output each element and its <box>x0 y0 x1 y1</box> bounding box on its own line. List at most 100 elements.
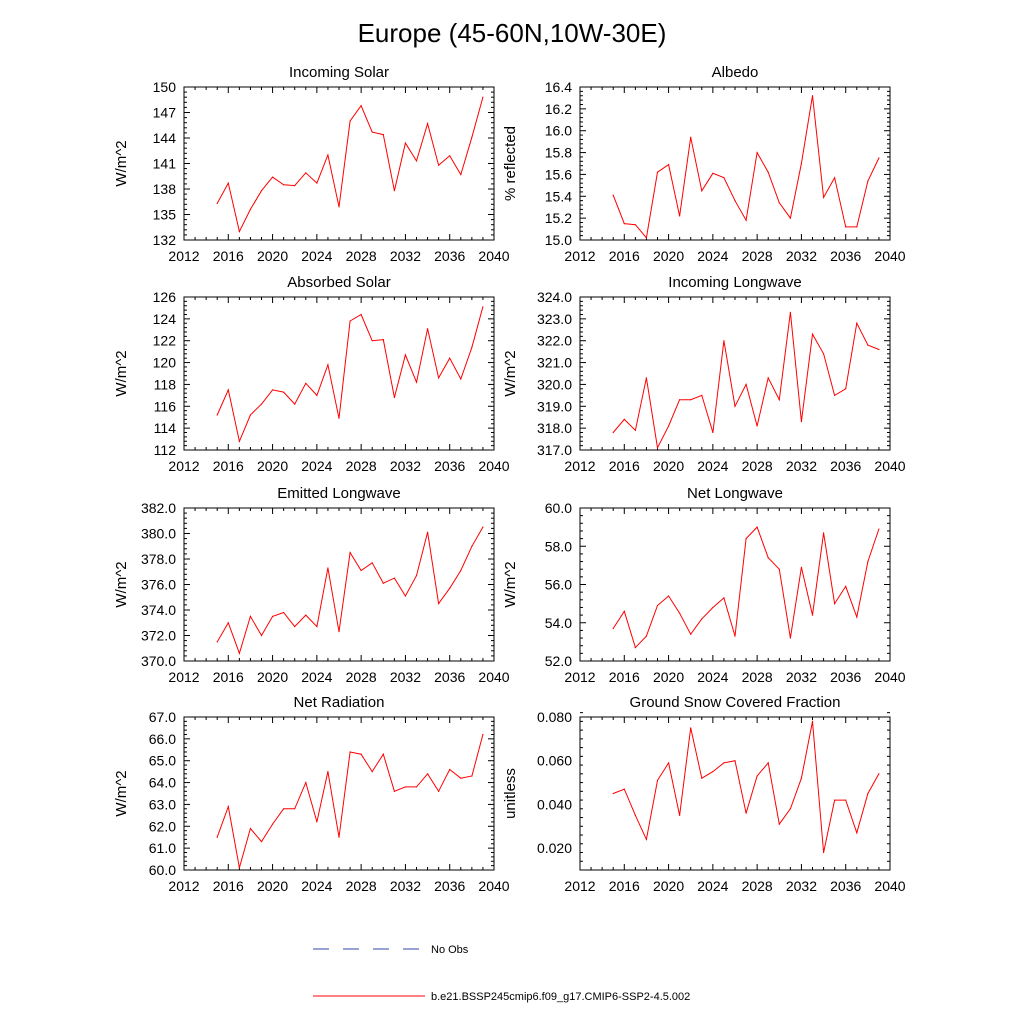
y-tick-label: 66.0 <box>149 731 176 747</box>
data-point <box>371 340 373 342</box>
plot-frame <box>579 296 891 451</box>
y-tick-label: 382.0 <box>141 500 176 516</box>
y-tick-label: 150 <box>153 79 177 95</box>
x-tick-label: 2040 <box>874 669 905 685</box>
data-point <box>249 827 252 830</box>
data-point <box>778 823 780 825</box>
x-tick-label: 2032 <box>390 669 421 685</box>
data-point <box>316 394 318 396</box>
data-point <box>667 163 670 166</box>
y-tick-label: 132 <box>153 232 177 248</box>
data-point <box>460 569 462 572</box>
plot-frame <box>183 716 495 871</box>
x-tick-label: 2024 <box>697 458 728 474</box>
data-point <box>612 792 614 795</box>
panel-incoming-solar: 2012 2016 2020 2024 2028 2032 2036 2040 132 135 13… <box>113 64 510 264</box>
x-tick-label: 2016 <box>213 458 244 474</box>
data-point <box>789 637 791 639</box>
x-tick-label: 2012 <box>564 878 595 894</box>
data-point <box>623 788 625 790</box>
x-tick-label: 2024 <box>301 878 332 894</box>
panel-incoming-longwave: 2012 2016 2020 2024 2028 2032 2036 2040 317.0 318… <box>502 274 906 474</box>
data-point <box>238 440 240 442</box>
data-point <box>656 171 659 173</box>
data-point <box>327 771 329 773</box>
data-point <box>438 164 440 166</box>
panel-title: Absorbed Solar <box>287 274 390 291</box>
data-point <box>360 753 362 755</box>
x-tick-label: 2028 <box>742 878 773 894</box>
data-point <box>867 344 869 346</box>
data-point <box>867 560 869 563</box>
x-tick-label: 2020 <box>257 878 288 894</box>
data-point <box>667 595 670 597</box>
data-point <box>449 587 451 589</box>
data-point <box>778 202 780 204</box>
panel-title: Incoming Solar <box>289 64 389 81</box>
x-tick-label: 2016 <box>609 248 640 264</box>
series-line <box>612 526 880 649</box>
data-point <box>712 172 714 174</box>
data-point <box>294 403 296 405</box>
data-point <box>482 733 484 736</box>
data-point <box>238 867 240 869</box>
data-point <box>734 760 736 762</box>
data-point <box>460 378 462 380</box>
data-point <box>382 582 384 584</box>
data-point <box>634 814 636 816</box>
series-line <box>612 95 880 239</box>
x-tick-label: 2012 <box>168 878 199 894</box>
data-point <box>645 377 648 379</box>
y-axis-label: W/m^2 <box>502 561 519 607</box>
y-tick-label: 378.0 <box>141 551 176 567</box>
legend-item-model: b.e21.BSSP245cmip6.f09_g17.CMIP6-SSP2-4.… <box>313 991 690 1003</box>
legend-label-no-obs: No Obs <box>431 944 469 956</box>
data-point <box>745 219 747 221</box>
y-tick-label: 15.6 <box>545 166 572 182</box>
data-point <box>371 131 373 133</box>
y-tick-label: 114 <box>154 420 177 436</box>
data-point <box>338 206 340 208</box>
panel-title: Incoming Longwave <box>668 274 801 291</box>
data-point <box>701 190 703 192</box>
x-tick-label: 2032 <box>786 878 817 894</box>
data-point <box>227 622 229 624</box>
y-tick-label: 0.080 <box>537 709 572 725</box>
y-tick-label: 67.0 <box>149 709 176 725</box>
data-point <box>271 823 274 825</box>
data-point <box>745 383 747 386</box>
data-point <box>316 182 318 184</box>
data-point <box>404 786 407 788</box>
y-tick-label: 16.0 <box>545 123 572 139</box>
data-point <box>778 399 780 401</box>
x-tick-label: 2036 <box>830 669 861 685</box>
panel-title: Emitted Longwave <box>277 485 400 502</box>
data-point <box>834 394 836 396</box>
y-tick-label: 135 <box>153 207 177 223</box>
panel-title: Albedo <box>712 64 759 81</box>
y-tick-label: 120 <box>153 355 177 371</box>
data-point <box>679 814 681 816</box>
data-point <box>767 557 769 559</box>
data-point <box>471 346 473 348</box>
data-point <box>349 751 351 753</box>
x-tick-label: 2016 <box>213 248 244 264</box>
x-tick-label: 2012 <box>168 248 199 264</box>
panel-net-radiation: 2012 2016 2020 2024 2028 2032 2036 2040 60.0 61.0… <box>113 694 510 894</box>
data-point <box>767 762 769 764</box>
data-point <box>460 777 462 779</box>
x-tick-label: 2036 <box>830 248 861 264</box>
x-tick-label: 2012 <box>564 458 595 474</box>
data-point <box>612 194 614 196</box>
y-tick-label: 112 <box>154 442 177 458</box>
data-point <box>294 625 296 628</box>
x-tick-label: 2012 <box>564 248 595 264</box>
data-point <box>789 808 791 810</box>
series-line <box>216 734 484 868</box>
x-tick-label: 2024 <box>697 669 728 685</box>
data-point <box>701 777 703 779</box>
data-point <box>260 403 263 405</box>
data-point <box>623 610 625 612</box>
data-point <box>811 333 814 335</box>
data-point <box>856 226 858 228</box>
